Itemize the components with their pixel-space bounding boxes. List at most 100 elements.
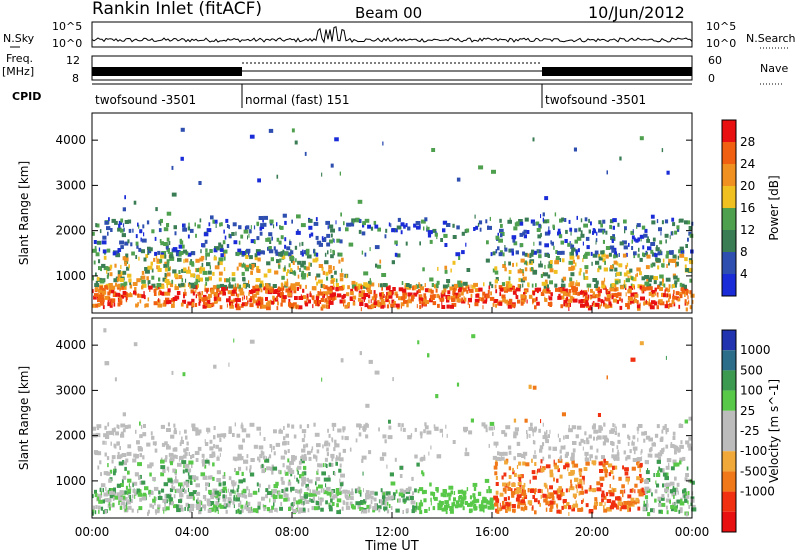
heatmap-cell [281,255,286,260]
heatmap-cell [308,272,311,276]
heatmap-cell [612,218,617,223]
heatmap-cell [370,500,373,504]
heatmap-cell [197,446,202,451]
heatmap-cell [660,496,665,501]
heatmap-cell [661,436,664,441]
heatmap-cell [167,288,171,293]
heatmap-cell [227,497,232,502]
heatmap-cell [486,500,490,505]
heatmap-cell [180,302,184,307]
velocity-colorbar-tick: 500 [740,363,763,377]
heatmap-cell [653,276,658,280]
heatmap-cell [380,488,383,493]
heatmap-cell [266,491,272,495]
heatmap-cell [233,286,238,291]
heatmap-cell [205,256,207,261]
heatmap-cell [121,479,124,484]
heatmap-cell [623,272,628,277]
heatmap-cell [449,304,454,309]
heatmap-cell [449,286,455,291]
heatmap-cell [246,248,251,253]
heatmap-cell [286,272,288,277]
heatmap-cell [166,272,171,277]
heatmap-cell [488,426,494,431]
heatmap-cell [541,281,547,286]
heatmap-cell [495,443,497,448]
heatmap-cell [155,286,159,291]
heatmap-cell [611,454,615,459]
heatmap-cell [204,284,206,289]
heatmap-cell [296,286,299,291]
heatmap-cell [113,278,119,283]
heatmap-cell [335,457,337,462]
heatmap-cell [162,302,166,307]
heatmap-cell [582,498,584,503]
heatmap-cell [256,221,260,226]
heatmap-cell [506,287,510,291]
heatmap-cell [558,293,561,298]
heatmap-cell [382,141,384,146]
heatmap-cell [148,285,153,290]
heatmap-cell [647,468,649,472]
heatmap-cell [344,304,349,309]
heatmap-cell [248,290,254,294]
heatmap-cell [355,488,359,492]
heatmap-cell [290,268,293,273]
heatmap-cell [385,295,387,300]
heatmap-cell [161,291,165,296]
heatmap-cell [294,245,298,250]
heatmap-cell [497,246,500,251]
heatmap-cell [146,220,150,225]
heatmap-cell [519,284,521,289]
heatmap-cell [311,506,316,511]
heatmap-cell [177,462,182,467]
heatmap-cell [252,490,258,495]
heatmap-cell [587,306,592,311]
heatmap-cell [309,489,311,494]
heatmap-cell [298,305,303,310]
heatmap-cell [310,232,314,237]
heatmap-cell [288,299,291,303]
heatmap-cell [126,266,130,271]
heatmap-cell [507,304,513,309]
heatmap-cell [461,490,467,495]
heatmap-cell [429,482,432,487]
heatmap-cell [674,230,678,235]
heatmap-cell [415,507,417,512]
heatmap-cell [302,456,307,461]
heatmap-cell [288,302,291,306]
heatmap-cell [369,278,371,283]
heatmap-cell [647,512,651,517]
heatmap-cell [236,266,239,271]
heatmap-cell [432,301,437,306]
heatmap-cell [666,170,670,175]
heatmap-cell [216,493,219,498]
heatmap-cell [139,453,142,458]
heatmap-cell [255,278,261,282]
heatmap-cell [569,295,573,300]
heatmap-cell [498,252,503,257]
heatmap-cell [210,495,214,500]
heatmap-cell [231,303,233,308]
heatmap-cell [322,497,324,502]
heatmap-cell [299,285,302,290]
heatmap-cell [187,488,190,492]
heatmap-cell [361,290,365,295]
heatmap-cell [595,280,599,285]
heatmap-cell [630,276,634,281]
heatmap-cell [221,488,226,493]
heatmap-cell [525,462,530,467]
heatmap-cell [636,224,638,229]
heatmap-cell [583,223,588,228]
heatmap-cell [683,494,686,499]
heatmap-cell [474,302,479,307]
heatmap-cell [188,504,191,508]
heatmap-cell [171,457,175,462]
heatmap-cell [339,463,342,468]
heatmap-cell [493,425,495,430]
heatmap-cell [593,429,599,434]
heatmap-cell [602,463,606,468]
heatmap-cell [399,488,404,493]
heatmap-cell [314,506,319,511]
heatmap-cell [264,458,270,463]
